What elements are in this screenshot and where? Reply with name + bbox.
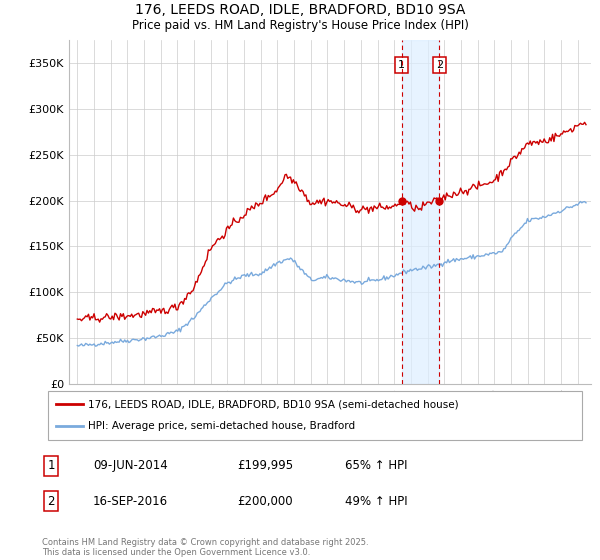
Text: 1: 1 [47, 459, 55, 473]
Text: Contains HM Land Registry data © Crown copyright and database right 2025.
This d: Contains HM Land Registry data © Crown c… [42, 538, 368, 557]
Text: 2: 2 [47, 494, 55, 508]
Bar [401, 40, 439, 384]
Text: 09-JUN-2014: 09-JUN-2014 [93, 459, 168, 473]
Text: 65% ↑ HPI: 65% ↑ HPI [345, 459, 407, 473]
Text: HPI: Average price, semi-detached house, Bradford: HPI: Average price, semi-detached house,… [88, 422, 355, 431]
Text: £199,995: £199,995 [237, 459, 293, 473]
Text: Price paid vs. HM Land Registry's House Price Index (HPI): Price paid vs. HM Land Registry's House … [131, 19, 469, 32]
Text: 176, LEEDS ROAD, IDLE, BRADFORD, BD10 9SA (semi-detached house): 176, LEEDS ROAD, IDLE, BRADFORD, BD10 9S… [88, 399, 458, 409]
FancyBboxPatch shape [48, 391, 582, 440]
Text: 2: 2 [436, 60, 443, 70]
Text: £200,000: £200,000 [237, 494, 293, 508]
Text: 176, LEEDS ROAD, IDLE, BRADFORD, BD10 9SA: 176, LEEDS ROAD, IDLE, BRADFORD, BD10 9S… [135, 3, 465, 17]
Text: 16-SEP-2016: 16-SEP-2016 [93, 494, 168, 508]
Text: 1: 1 [398, 60, 405, 70]
Text: 49% ↑ HPI: 49% ↑ HPI [345, 494, 407, 508]
